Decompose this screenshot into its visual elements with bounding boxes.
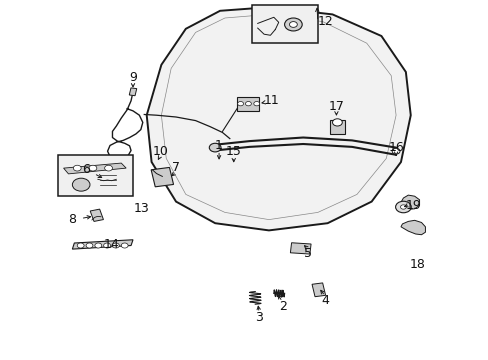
Bar <box>290 243 310 254</box>
Polygon shape <box>72 240 133 249</box>
Circle shape <box>391 148 399 154</box>
Text: 10: 10 <box>152 145 168 158</box>
Bar <box>329 120 344 134</box>
FancyBboxPatch shape <box>58 155 133 196</box>
Circle shape <box>112 243 119 248</box>
Text: 6: 6 <box>81 163 89 176</box>
Bar <box>237 97 259 111</box>
Polygon shape <box>146 7 410 230</box>
Circle shape <box>104 165 112 171</box>
Circle shape <box>73 165 81 171</box>
Circle shape <box>121 243 128 248</box>
Circle shape <box>245 102 251 106</box>
Text: 14: 14 <box>103 238 119 251</box>
Polygon shape <box>400 195 419 210</box>
Text: 19: 19 <box>405 199 420 212</box>
Text: 17: 17 <box>328 100 344 113</box>
Circle shape <box>284 18 302 31</box>
Text: 18: 18 <box>409 258 425 271</box>
Circle shape <box>237 102 243 106</box>
Polygon shape <box>400 220 425 235</box>
Text: 12: 12 <box>317 15 332 28</box>
Circle shape <box>395 201 410 213</box>
Circle shape <box>332 119 342 126</box>
Text: 2: 2 <box>278 300 286 313</box>
Bar <box>97 170 118 190</box>
Text: 4: 4 <box>321 294 328 307</box>
Circle shape <box>72 178 90 191</box>
FancyBboxPatch shape <box>251 5 317 43</box>
Text: 9: 9 <box>129 71 137 84</box>
Text: 8: 8 <box>68 213 76 226</box>
Text: 1: 1 <box>215 139 223 152</box>
Polygon shape <box>63 163 126 174</box>
Circle shape <box>95 243 102 248</box>
Text: 5: 5 <box>304 247 311 260</box>
Bar <box>90 209 103 221</box>
Text: 15: 15 <box>225 145 241 158</box>
Text: 16: 16 <box>387 141 403 154</box>
Text: 3: 3 <box>255 311 263 324</box>
Text: 13: 13 <box>134 202 149 215</box>
Circle shape <box>86 243 93 248</box>
Circle shape <box>289 22 297 27</box>
Circle shape <box>77 243 84 248</box>
Text: 11: 11 <box>263 94 279 107</box>
Circle shape <box>400 205 406 209</box>
Circle shape <box>253 102 259 106</box>
Circle shape <box>103 243 110 248</box>
Circle shape <box>209 143 221 152</box>
Bar <box>151 167 173 187</box>
Text: 7: 7 <box>172 161 180 174</box>
Circle shape <box>89 165 97 171</box>
Bar <box>311 283 325 297</box>
Bar <box>129 88 137 96</box>
